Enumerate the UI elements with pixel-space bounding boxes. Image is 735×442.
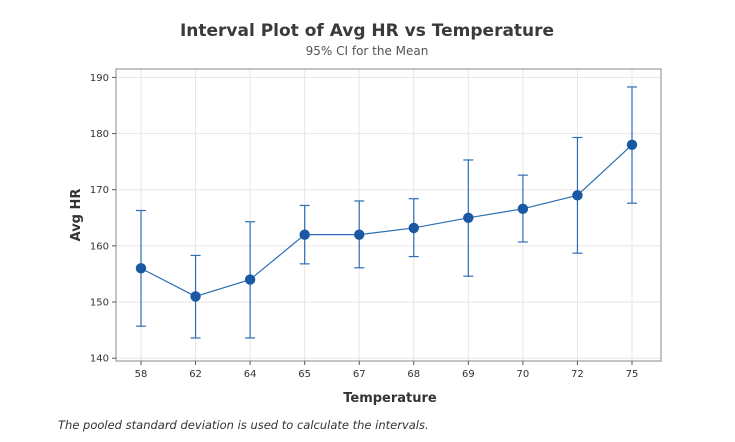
x-tick-label: 64 bbox=[244, 369, 257, 380]
y-tick-label: 160 bbox=[90, 241, 109, 252]
data-series bbox=[135, 86, 638, 339]
y-axis-label: Avg HR bbox=[69, 189, 84, 242]
mean-point bbox=[408, 222, 419, 234]
mean-connect-line bbox=[140, 144, 633, 298]
mean-point bbox=[135, 263, 147, 274]
x-tick-label: 72 bbox=[571, 369, 584, 380]
x-tick-label: 75 bbox=[626, 369, 639, 380]
mean-point bbox=[299, 229, 310, 240]
mean-point bbox=[463, 212, 474, 224]
x-tick-label: 67 bbox=[353, 369, 366, 380]
y-tick-label: 150 bbox=[90, 298, 109, 309]
mean-point bbox=[190, 291, 201, 302]
y-tick-label: 190 bbox=[90, 73, 109, 84]
mean-point bbox=[354, 229, 365, 240]
x-tick-label: 68 bbox=[407, 369, 420, 380]
y-tick-label: 180 bbox=[90, 129, 109, 140]
y-tick-label: 170 bbox=[90, 185, 109, 196]
mean-point bbox=[244, 274, 256, 285]
chart-subtitle: 95% CI for the Mean bbox=[306, 44, 429, 58]
mean-point bbox=[626, 139, 638, 151]
gridlines bbox=[116, 69, 661, 361]
x-tick-label: 65 bbox=[298, 369, 311, 380]
plot-area-frame bbox=[115, 68, 662, 362]
y-axis: 140 150 160 170 180 190 bbox=[90, 73, 116, 365]
x-tick-label: 62 bbox=[189, 369, 202, 380]
x-axis-label: Temperature bbox=[343, 391, 437, 406]
chart-title: Interval Plot of Avg HR vs Temperature bbox=[180, 21, 554, 41]
x-tick-label: 69 bbox=[462, 369, 475, 380]
mean-point bbox=[572, 190, 583, 201]
x-tick-label: 58 bbox=[135, 369, 148, 380]
mean-point bbox=[517, 203, 529, 215]
x-tick-label: 70 bbox=[517, 369, 530, 380]
y-tick-label: 140 bbox=[90, 354, 109, 365]
footnote: The pooled standard deviation is used to… bbox=[58, 418, 429, 432]
x-axis: 58 62 64 65 67 68 69 70 72 75 bbox=[135, 361, 639, 380]
